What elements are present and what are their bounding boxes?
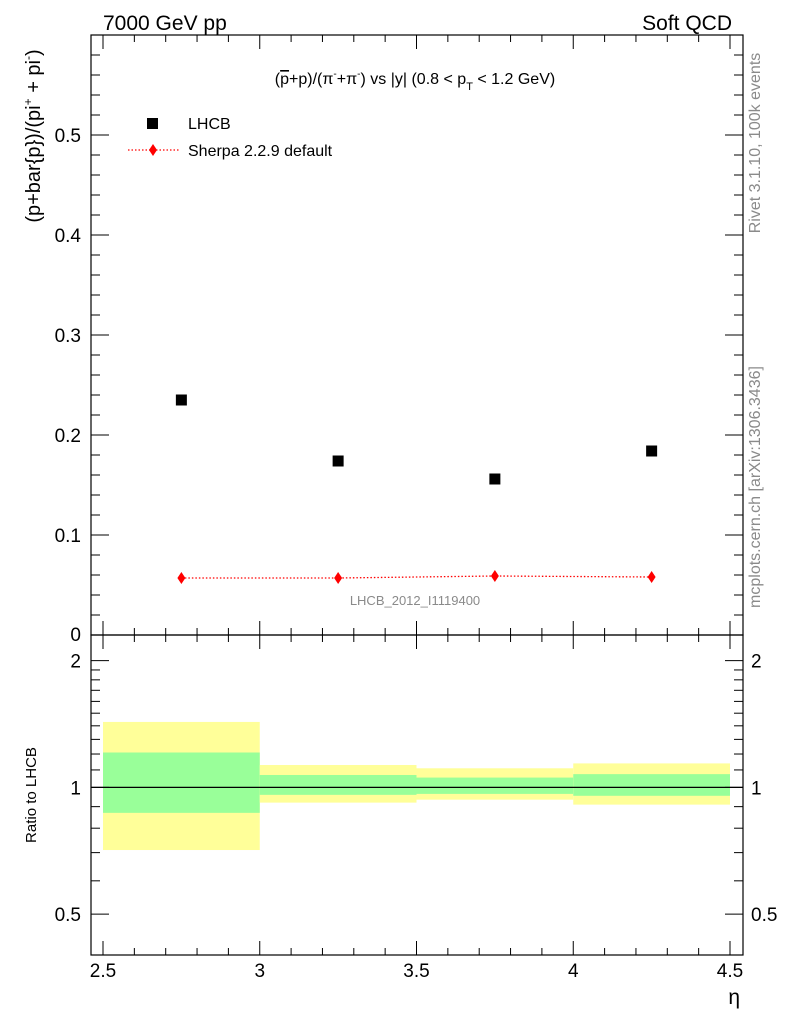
- ratio-y-tick-label-left: 1: [70, 778, 81, 799]
- ratio-y-tick-label-left: 2: [70, 652, 81, 673]
- ratio-bands: [91, 721, 743, 851]
- analysis-watermark: LHCB_2012_I1119400: [350, 593, 480, 608]
- ticks: 2.5 3 3.5 4 4.5 0.1 0.2 0.3 0.4 0.5 0 0.5 0.5 1 1 2 2: [55, 34, 777, 982]
- header-right: Soft QCD: [642, 12, 732, 35]
- plot-title: (p+p)/(π-+π-) vs |y| (0.8 < pT < 1.2 GeV…: [275, 69, 555, 93]
- ratio-y-tick-label-right: 2: [751, 652, 762, 673]
- y-tick-label: 0.1: [55, 526, 81, 547]
- lhcb-point: [175, 394, 187, 406]
- x-tick-label: 3.5: [403, 961, 429, 982]
- x-tick-label: 3: [254, 961, 265, 982]
- ratio-y-axis-label: Ratio to LHCB: [23, 747, 40, 843]
- mcplots-label: mcplots.cern.ch [arXiv:1306.3436]: [747, 366, 764, 608]
- y-tick-label-zero: 0: [70, 625, 81, 646]
- sherpa-line: [181, 575, 652, 579]
- ratio-band-green-2: [416, 777, 574, 794]
- ratio-band-green-3: [573, 774, 730, 796]
- ratio-band-green-0: [103, 752, 260, 813]
- ratio-band-green-1: [259, 774, 417, 795]
- legend-lhcb-marker: [147, 118, 158, 129]
- y-tick-label: 0.2: [55, 426, 81, 447]
- legend-lhcb-label: LHCB: [188, 116, 231, 133]
- series: [175, 394, 658, 584]
- ratio-y-tick-label-right: 1: [751, 778, 762, 799]
- rivet-label: Rivet 3.1.10, 100k events: [747, 53, 764, 234]
- lhcb-point: [332, 455, 344, 467]
- ratio-y-tick-label-right: 0.5: [751, 905, 777, 926]
- legend-sherpa-label: Sherpa 2.2.9 default: [188, 143, 333, 160]
- x-tick-label: 2.5: [90, 961, 116, 982]
- x-tick-label: 4: [568, 961, 579, 982]
- y-axis-label: (p+bar{p})/(pi+ + pi-): [21, 49, 45, 222]
- legend-sherpa-marker: [149, 144, 157, 156]
- ratio-y-tick-label-left: 0.5: [55, 905, 81, 926]
- x-axis-label: η: [728, 986, 740, 1009]
- sherpa-point: [177, 572, 186, 584]
- sherpa-point: [334, 572, 343, 584]
- x-tick-label: 4.5: [717, 961, 743, 982]
- sherpa-point: [490, 570, 499, 582]
- y-tick-label: 0.3: [55, 326, 81, 347]
- sherpa-point: [647, 571, 656, 583]
- y-tick-label: 0.5: [55, 126, 81, 147]
- header-left: 7000 GeV pp: [103, 12, 227, 35]
- y-tick-label: 0.4: [55, 226, 82, 247]
- lhcb-point: [489, 473, 501, 485]
- lhcb-point: [646, 445, 658, 457]
